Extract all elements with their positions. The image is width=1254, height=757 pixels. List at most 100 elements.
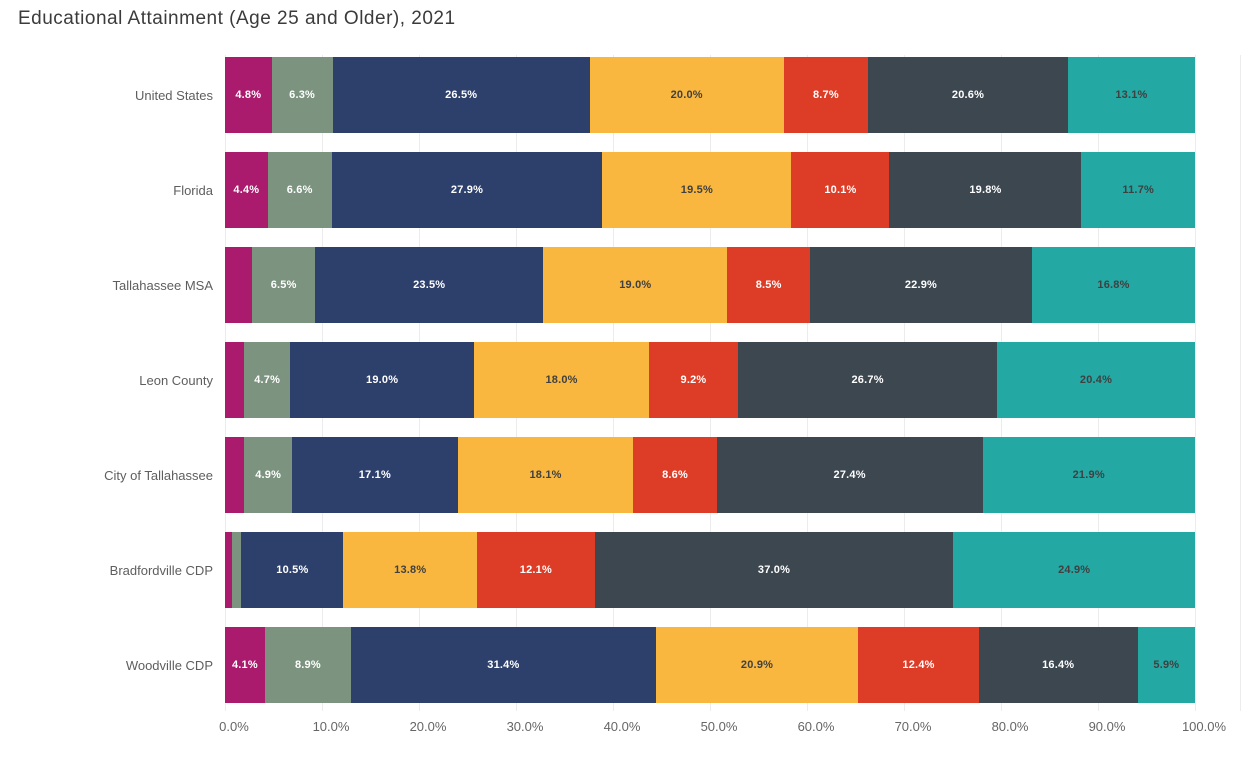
magenta-segment-united-states[interactable]: 4.8% bbox=[225, 57, 272, 133]
amber-segment-city-of-tallahassee[interactable]: 18.1% bbox=[457, 437, 634, 513]
segment-value-label: 20.6% bbox=[951, 89, 985, 101]
slate-segment-tallahassee-msa[interactable]: 22.9% bbox=[809, 247, 1032, 323]
navy-segment-tallahassee-msa[interactable]: 23.5% bbox=[315, 247, 544, 323]
category-label-united-states: United States bbox=[134, 87, 213, 103]
red-segment-leon-county[interactable]: 9.2% bbox=[648, 342, 739, 418]
amber-segment-bradfordville-cdp[interactable]: 13.8% bbox=[343, 532, 478, 608]
navy-segment-woodville-cdp[interactable]: 31.4% bbox=[351, 627, 656, 703]
teal-segment-leon-county[interactable]: 20.4% bbox=[997, 342, 1195, 418]
navy-segment-united-states[interactable]: 26.5% bbox=[332, 57, 590, 133]
segment-value-label: 26.7% bbox=[851, 374, 884, 386]
x-axis-tick-label: 20.0% bbox=[409, 719, 447, 734]
segment-value-label: 19.0% bbox=[366, 374, 399, 386]
segment-value-label: 13.8% bbox=[394, 564, 427, 576]
bar-row-city-of-tallahassee: 4.9% 17.1% 18.1% 8.6% 27.4% 21.9% bbox=[225, 437, 1195, 513]
segment-value-label: 8.7% bbox=[812, 89, 839, 101]
red-segment-tallahassee-msa[interactable]: 8.5% bbox=[727, 247, 810, 323]
category-label-bradfordville-cdp: Bradfordville CDP bbox=[109, 562, 213, 578]
x-axis-tick-label: 100.0% bbox=[1181, 719, 1227, 734]
slate-segment-florida[interactable]: 19.8% bbox=[889, 152, 1082, 228]
sage-segment-bradfordville-cdp[interactable] bbox=[231, 532, 242, 608]
segment-value-label: 6.6% bbox=[286, 184, 313, 196]
category-label-florida: Florida bbox=[173, 182, 213, 198]
teal-segment-florida[interactable]: 11.7% bbox=[1081, 152, 1195, 228]
bar-row-united-states: 4.8% 6.3% 26.5% 20.0% 8.7% 20.6% 13.1% bbox=[225, 57, 1195, 133]
x-axis-tick-label: 60.0% bbox=[797, 719, 835, 734]
segment-value-label: 8.6% bbox=[662, 469, 688, 481]
segment-value-label: 21.9% bbox=[1072, 469, 1105, 481]
x-axis-tick-label: 80.0% bbox=[991, 719, 1029, 734]
segment-value-label: 19.0% bbox=[619, 279, 652, 291]
sage-segment-tallahassee-msa[interactable]: 6.5% bbox=[252, 247, 316, 323]
navy-segment-leon-county[interactable]: 19.0% bbox=[289, 342, 475, 418]
navy-segment-bradfordville-cdp[interactable]: 10.5% bbox=[241, 532, 344, 608]
segment-value-label: 8.9% bbox=[294, 659, 321, 671]
magenta-segment-florida[interactable]: 4.4% bbox=[225, 152, 268, 228]
x-axis-tick-label: 70.0% bbox=[894, 719, 932, 734]
segment-value-label: 4.9% bbox=[255, 469, 282, 481]
magenta-segment-city-of-tallahassee[interactable] bbox=[225, 437, 245, 513]
amber-segment-united-states[interactable]: 20.0% bbox=[589, 57, 784, 133]
red-segment-bradfordville-cdp[interactable]: 12.1% bbox=[477, 532, 595, 608]
sage-segment-florida[interactable]: 6.6% bbox=[267, 152, 332, 228]
red-segment-florida[interactable]: 10.1% bbox=[791, 152, 890, 228]
segment-value-label: 16.4% bbox=[1042, 659, 1075, 671]
x-axis-tick-label: 30.0% bbox=[506, 719, 544, 734]
segment-value-label: 37.0% bbox=[757, 564, 791, 576]
red-segment-woodville-cdp[interactable]: 12.4% bbox=[858, 627, 979, 703]
segment-value-label: 4.4% bbox=[233, 184, 260, 196]
category-label-leon-county: Leon County bbox=[139, 372, 213, 388]
magenta-segment-woodville-cdp[interactable]: 4.1% bbox=[225, 627, 265, 703]
teal-segment-bradfordville-cdp[interactable]: 24.9% bbox=[953, 532, 1195, 608]
red-segment-city-of-tallahassee[interactable]: 8.6% bbox=[633, 437, 717, 513]
magenta-segment-leon-county[interactable] bbox=[225, 342, 245, 418]
amber-segment-tallahassee-msa[interactable]: 19.0% bbox=[543, 247, 728, 323]
amber-segment-florida[interactable]: 19.5% bbox=[602, 152, 792, 228]
amber-segment-woodville-cdp[interactable]: 20.9% bbox=[655, 627, 859, 703]
teal-segment-woodville-cdp[interactable]: 5.9% bbox=[1137, 627, 1195, 703]
segment-value-label: 18.1% bbox=[529, 469, 562, 481]
red-segment-united-states[interactable]: 8.7% bbox=[783, 57, 869, 133]
teal-segment-united-states[interactable]: 13.1% bbox=[1067, 57, 1195, 133]
navy-segment-florida[interactable]: 27.9% bbox=[331, 152, 603, 228]
sage-segment-united-states[interactable]: 6.3% bbox=[271, 57, 333, 133]
slate-segment-city-of-tallahassee[interactable]: 27.4% bbox=[716, 437, 983, 513]
sage-segment-leon-county[interactable]: 4.7% bbox=[244, 342, 290, 418]
segment-value-label: 4.1% bbox=[231, 659, 258, 671]
segment-value-label: 27.4% bbox=[833, 469, 866, 481]
slate-segment-bradfordville-cdp[interactable]: 37.0% bbox=[594, 532, 954, 608]
segment-value-label: 17.1% bbox=[358, 469, 391, 481]
category-label-woodville-cdp: Woodville CDP bbox=[125, 657, 213, 673]
segment-value-label: 19.8% bbox=[969, 184, 1002, 196]
gridline-100.0% bbox=[1195, 55, 1196, 711]
sage-segment-city-of-tallahassee[interactable]: 4.9% bbox=[244, 437, 292, 513]
sage-segment-woodville-cdp[interactable]: 8.9% bbox=[264, 627, 352, 703]
segment-value-label: 31.4% bbox=[487, 659, 520, 671]
slate-segment-woodville-cdp[interactable]: 16.4% bbox=[978, 627, 1138, 703]
x-axis-tick-label: 40.0% bbox=[603, 719, 641, 734]
magenta-segment-tallahassee-msa[interactable] bbox=[225, 247, 253, 323]
amber-segment-leon-county[interactable]: 18.0% bbox=[474, 342, 649, 418]
segment-value-label: 24.9% bbox=[1058, 564, 1091, 576]
bar-row-bradfordville-cdp: 10.5% 13.8% 12.1% 37.0% 24.9% bbox=[225, 532, 1195, 608]
segment-value-label: 19.5% bbox=[680, 184, 713, 196]
segment-value-label: 4.8% bbox=[235, 89, 262, 101]
segment-value-label: 8.5% bbox=[755, 279, 782, 291]
slate-segment-leon-county[interactable]: 26.7% bbox=[738, 342, 998, 418]
segment-value-label: 4.7% bbox=[254, 374, 281, 386]
bar-row-tallahassee-msa: 6.5% 23.5% 19.0% 8.5% 22.9% 16.8% bbox=[225, 247, 1195, 323]
segment-value-label: 26.5% bbox=[445, 89, 478, 101]
segment-value-label: 18.0% bbox=[545, 374, 578, 386]
segment-value-label: 5.9% bbox=[1153, 659, 1180, 671]
segment-value-label: 12.4% bbox=[902, 659, 935, 671]
teal-segment-city-of-tallahassee[interactable]: 21.9% bbox=[982, 437, 1195, 513]
navy-segment-city-of-tallahassee[interactable]: 17.1% bbox=[291, 437, 458, 513]
bar-row-florida: 4.4% 6.6% 27.9% 19.5% 10.1% 19.8% 11.7% bbox=[225, 152, 1195, 228]
slate-segment-united-states[interactable]: 20.6% bbox=[868, 57, 1068, 133]
plot-right-border bbox=[1240, 55, 1241, 711]
teal-segment-tallahassee-msa[interactable]: 16.8% bbox=[1032, 247, 1195, 323]
magenta-segment-bradfordville-cdp[interactable] bbox=[225, 532, 232, 608]
segment-value-label: 6.5% bbox=[270, 279, 297, 291]
